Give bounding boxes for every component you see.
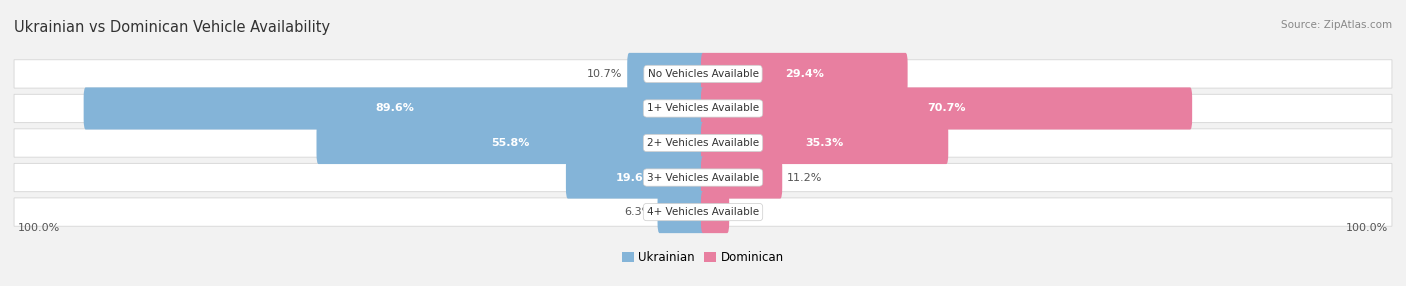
FancyBboxPatch shape <box>565 156 704 198</box>
Text: 89.6%: 89.6% <box>375 104 413 114</box>
Text: No Vehicles Available: No Vehicles Available <box>648 69 758 79</box>
FancyBboxPatch shape <box>702 122 948 164</box>
Text: 4+ Vehicles Available: 4+ Vehicles Available <box>647 207 759 217</box>
FancyBboxPatch shape <box>316 122 704 164</box>
Legend: Ukrainian, Dominican: Ukrainian, Dominican <box>617 247 789 269</box>
Text: 2+ Vehicles Available: 2+ Vehicles Available <box>647 138 759 148</box>
Text: Source: ZipAtlas.com: Source: ZipAtlas.com <box>1281 20 1392 30</box>
Text: 6.3%: 6.3% <box>624 207 652 217</box>
Text: 100.0%: 100.0% <box>17 223 59 233</box>
Text: 35.3%: 35.3% <box>806 138 844 148</box>
Text: 29.4%: 29.4% <box>785 69 824 79</box>
FancyBboxPatch shape <box>14 163 1392 192</box>
FancyBboxPatch shape <box>14 198 1392 226</box>
Text: 3+ Vehicles Available: 3+ Vehicles Available <box>647 172 759 182</box>
FancyBboxPatch shape <box>14 129 1392 157</box>
Text: 11.2%: 11.2% <box>787 172 823 182</box>
Text: 3.5%: 3.5% <box>734 207 762 217</box>
FancyBboxPatch shape <box>702 53 908 95</box>
FancyBboxPatch shape <box>702 156 782 198</box>
Text: 55.8%: 55.8% <box>492 138 530 148</box>
Text: 19.6%: 19.6% <box>616 172 655 182</box>
FancyBboxPatch shape <box>702 191 730 233</box>
FancyBboxPatch shape <box>702 88 1192 130</box>
FancyBboxPatch shape <box>658 191 704 233</box>
Text: 70.7%: 70.7% <box>928 104 966 114</box>
FancyBboxPatch shape <box>14 60 1392 88</box>
FancyBboxPatch shape <box>14 94 1392 123</box>
FancyBboxPatch shape <box>627 53 704 95</box>
Text: Ukrainian vs Dominican Vehicle Availability: Ukrainian vs Dominican Vehicle Availabil… <box>14 20 330 35</box>
Text: 1+ Vehicles Available: 1+ Vehicles Available <box>647 104 759 114</box>
FancyBboxPatch shape <box>83 88 704 130</box>
Text: 10.7%: 10.7% <box>588 69 623 79</box>
Text: 100.0%: 100.0% <box>1347 223 1389 233</box>
